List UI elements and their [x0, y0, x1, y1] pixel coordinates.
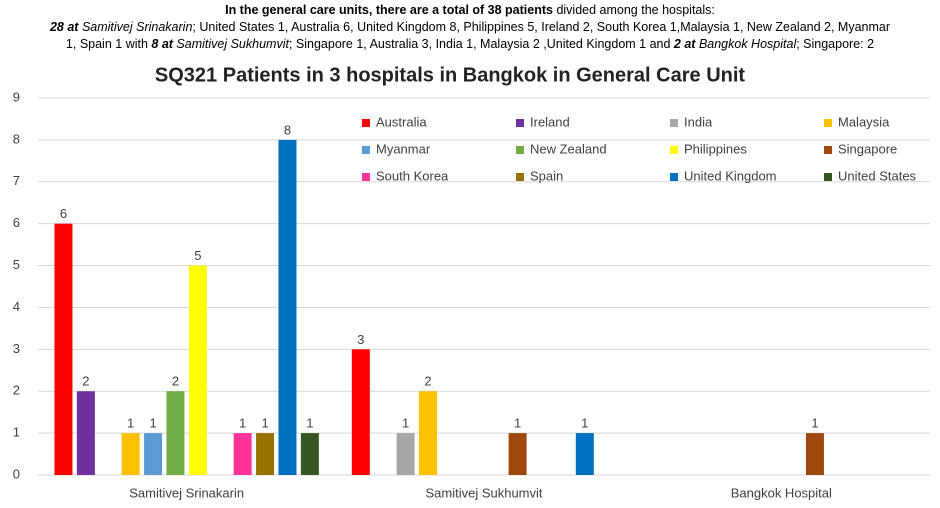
- header-text: Bangkok Hospital: [699, 37, 798, 51]
- data-label: 5: [194, 248, 201, 263]
- data-label: 2: [172, 374, 179, 389]
- header-text: divided among the hospitals:: [553, 3, 715, 17]
- data-label: 3: [357, 332, 364, 347]
- y-tick-label: 9: [13, 89, 20, 104]
- header-text: ; United States 1, Australia 6, United K…: [192, 20, 890, 34]
- data-label: 1: [261, 416, 268, 431]
- header-text: Samitivej Srinakarin: [82, 20, 193, 34]
- data-label: 6: [60, 206, 67, 221]
- legend-label: Myanmar: [376, 141, 431, 156]
- y-tick-label: 5: [13, 257, 20, 272]
- header-line: 1, Spain 1 with 8 at Samitivej Sukhumvit…: [66, 37, 874, 51]
- y-tick-label: 8: [13, 131, 20, 146]
- bar: [76, 391, 95, 475]
- legend-swatch: [516, 146, 524, 154]
- legend-swatch: [670, 173, 678, 181]
- data-label: 1: [306, 416, 313, 431]
- data-label: 1: [127, 416, 134, 431]
- header-text: 28 at: [49, 20, 82, 34]
- y-tick-label: 3: [13, 341, 20, 356]
- bar: [256, 433, 275, 475]
- bar: [188, 265, 207, 475]
- legend-label: Australia: [376, 114, 427, 129]
- legend-label: Ireland: [530, 114, 570, 129]
- legend-label: Malaysia: [838, 114, 890, 129]
- data-label: 8: [284, 122, 291, 137]
- x-tick-label: Samitivej Srinakarin: [129, 485, 244, 500]
- data-label: 2: [424, 374, 431, 389]
- header-line: In the general care units, there are a t…: [225, 3, 715, 17]
- legend-label: New Zealand: [530, 141, 607, 156]
- data-label: 1: [581, 416, 588, 431]
- bar: [300, 433, 319, 475]
- legend-swatch: [516, 173, 524, 181]
- bar: [396, 433, 415, 475]
- legend-swatch: [362, 146, 370, 154]
- y-tick-label: 7: [13, 173, 20, 188]
- bar: [54, 223, 73, 475]
- bar: [121, 433, 140, 475]
- y-tick-label: 6: [13, 215, 20, 230]
- x-tick-label: Bangkok Hospital: [731, 485, 832, 500]
- bar: [351, 349, 370, 475]
- legend-label: United Kingdom: [684, 168, 777, 183]
- bar: [144, 433, 163, 475]
- data-label: 1: [239, 416, 246, 431]
- header-text: ; Singapore 1, Australia 3, India 1, Mal…: [289, 37, 674, 51]
- legend-swatch: [670, 119, 678, 127]
- data-label: 1: [514, 416, 521, 431]
- data-label: 1: [149, 416, 156, 431]
- header-text: 1, Spain 1 with: [66, 37, 151, 51]
- data-label: 1: [402, 416, 409, 431]
- bar: [805, 433, 824, 475]
- header-text: 2 at: [673, 37, 699, 51]
- header-text: 8 at: [151, 37, 176, 51]
- legend-label: India: [684, 114, 713, 129]
- legend-swatch: [362, 173, 370, 181]
- legend-swatch: [824, 119, 832, 127]
- bar: [508, 433, 527, 475]
- x-tick-label: Samitivej Sukhumvit: [425, 485, 542, 500]
- legend-label: Singapore: [838, 141, 897, 156]
- legend-label: South Korea: [376, 168, 449, 183]
- header-text: In the general care units, there are a t…: [225, 3, 553, 17]
- legend-swatch: [516, 119, 524, 127]
- legend-swatch: [824, 146, 832, 154]
- header-text: Samitivej Sukhumvit: [176, 37, 289, 51]
- bar: [278, 139, 297, 475]
- y-tick-label: 1: [13, 425, 20, 440]
- legend-label: United States: [838, 168, 917, 183]
- legend-label: Spain: [530, 168, 563, 183]
- bar: [575, 433, 594, 475]
- legend-swatch: [670, 146, 678, 154]
- legend-swatch: [362, 119, 370, 127]
- legend-swatch: [824, 173, 832, 181]
- bar: [233, 433, 252, 475]
- y-tick-label: 0: [13, 466, 20, 481]
- y-tick-label: 4: [13, 299, 20, 314]
- y-tick-label: 2: [13, 383, 20, 398]
- header-text: ; Singapore: 2: [796, 37, 874, 51]
- bar: [166, 391, 185, 475]
- data-label: 2: [82, 374, 89, 389]
- chart-title: SQ321 Patients in 3 hospitals in Bangkok…: [155, 64, 746, 86]
- header-line: 28 at Samitivej Srinakarin; United State…: [49, 20, 890, 34]
- bar: [419, 391, 437, 475]
- data-label: 1: [811, 416, 818, 431]
- legend-label: Philippines: [684, 141, 747, 156]
